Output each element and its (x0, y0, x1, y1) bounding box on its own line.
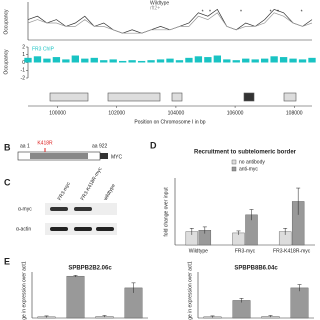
chip-bar (137, 60, 146, 63)
chip-bar (194, 56, 203, 63)
legend-entry: no antibody (239, 159, 265, 165)
chart-title: Recruitment to subtelomeric border (194, 150, 297, 156)
star: * (240, 9, 242, 15)
chart-title: SPBPB8B6.04c (234, 266, 278, 272)
y-label: change in expression over act1 (187, 261, 193, 320)
chart-title: SPBPB2B2.06c (68, 266, 112, 272)
mutation: K418R (37, 140, 53, 146)
x-tick-label: 106000 (227, 110, 244, 116)
y-label: Occupancy (3, 49, 9, 75)
gene-box (243, 92, 255, 102)
blot-label: α-actin (16, 226, 31, 232)
x-tick-label: 108000 (286, 110, 303, 116)
gene-box (107, 92, 161, 102)
domain (30, 153, 88, 159)
y-label: Occupancy (3, 9, 9, 35)
chip-bar (251, 59, 259, 63)
lane-label: FR3-myc (57, 181, 73, 202)
x-label: Position on Chromosome I in bp (134, 119, 205, 125)
panel-label: B (4, 142, 11, 152)
bar (66, 275, 85, 319)
chip-bar (298, 59, 307, 63)
x-tick-label: 104000 (168, 110, 185, 116)
gene-box (171, 92, 183, 102)
star: * (209, 9, 211, 15)
gene-boxes (49, 92, 297, 102)
x-tick-label: FR3-K418R-myc (273, 248, 311, 254)
chip-bar (52, 57, 61, 63)
chip-bar (242, 58, 250, 63)
aa-start: aa 1 (20, 143, 30, 149)
chip-bar (270, 56, 278, 63)
y-tick-label: 1 (22, 52, 25, 58)
panel-label: E (4, 256, 10, 266)
y-label: change in expression over act1 (21, 261, 27, 320)
x-tick-label: 102000 (108, 110, 125, 116)
chip-bar (261, 58, 269, 63)
chip-bar (289, 58, 297, 63)
tag: MYC (111, 154, 123, 160)
chip-bar (109, 59, 117, 63)
band (96, 227, 114, 231)
band (74, 207, 92, 211)
star: * (270, 9, 272, 15)
lane-label: FR3-K418R-myc (80, 166, 104, 202)
band (50, 227, 68, 231)
chip-bar (223, 59, 231, 63)
x-tick-label: Wildtype (189, 248, 208, 254)
chip-bar (24, 57, 32, 63)
trace (27, 12, 313, 34)
y-tick-label: -1 (21, 68, 26, 74)
gene-box (49, 92, 89, 102)
chip-bar (204, 57, 212, 63)
star: * (277, 9, 279, 15)
chip-bar (213, 55, 221, 63)
x-tick-label: FR3-myc (235, 248, 256, 254)
chip-bar (90, 57, 98, 63)
x-tick-label: 100000 (49, 110, 66, 116)
y-tick-label: -2 (21, 75, 26, 81)
aa-end: aa 922 (92, 143, 108, 149)
legend-entry: Wildtype (150, 0, 169, 6)
chip-bar (119, 60, 127, 63)
blot-label: α-myc (18, 206, 32, 212)
chip-bar (71, 55, 79, 63)
panel-label: D (150, 140, 157, 150)
panel-label: C (4, 177, 11, 187)
legend-swatch (231, 159, 237, 165)
y-tick-label: 2 (22, 44, 25, 50)
chip-bar (175, 60, 184, 63)
star: * (301, 9, 303, 15)
chip-bar (100, 60, 108, 63)
chip-bar (33, 56, 42, 63)
myc-tag (100, 153, 108, 159)
chip-bar (43, 58, 51, 63)
chip-bar (156, 59, 165, 63)
chip-bar (62, 59, 70, 63)
star: * (202, 9, 204, 15)
chip-bar (147, 60, 155, 63)
legend-entry: rft2+ (150, 5, 160, 11)
gene-box (283, 92, 297, 102)
bar (232, 300, 251, 319)
band (50, 207, 68, 211)
chip-bar (185, 57, 193, 63)
legend-swatch (231, 166, 237, 172)
legend-entry: anti-myc (239, 166, 258, 172)
chip-bar (81, 58, 89, 63)
chip-bar (232, 60, 240, 63)
chip-bar (128, 60, 136, 63)
lane-label: wildtype (103, 183, 117, 202)
y-tick-label: 0 (22, 60, 25, 66)
bar (290, 287, 309, 319)
band (74, 227, 92, 231)
chip-bar (166, 58, 174, 63)
chip-label: FR3 ChIP (32, 46, 55, 52)
y-label: fold change over input (163, 187, 169, 237)
chip-bar (308, 57, 316, 63)
chip-bar (279, 57, 288, 63)
